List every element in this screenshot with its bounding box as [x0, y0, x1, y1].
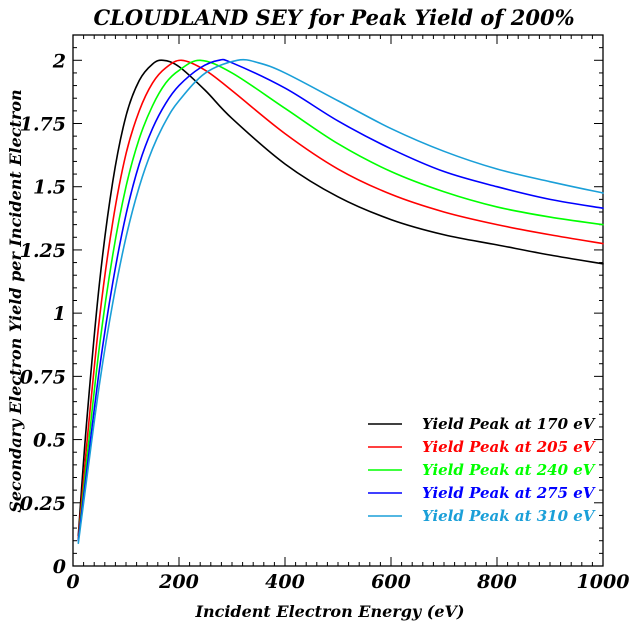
series-line-205ev	[77, 59, 604, 539]
x-tick-label: 400	[265, 571, 305, 593]
y-tick-label: 0.75	[20, 366, 66, 388]
legend: Yield Peak at 170 eV Yield Peak at 205 eV…	[368, 415, 596, 525]
axis-ticks	[72, 34, 604, 567]
legend-entry-label: Yield Peak at 275 eV	[422, 484, 596, 502]
legend-entry-label: Yield Peak at 310 eV	[422, 507, 596, 525]
x-tick-label: 1000	[577, 571, 630, 593]
y-tick-label: 2	[52, 50, 66, 72]
chart-title: CLOUDLAND SEY for Peak Yield of 200%	[93, 5, 574, 30]
x-tick-label: 0	[66, 571, 79, 593]
series-line-170ev	[77, 59, 604, 537]
y-tick-label: 1.25	[20, 240, 66, 262]
y-tick-label: 1.75	[20, 114, 66, 136]
x-tick-label: 200	[158, 571, 199, 593]
x-axis-label: Incident Electron Energy (eV)	[194, 602, 464, 621]
y-axis-label: Secondary Electron Yield per Incident El…	[6, 89, 25, 512]
y-tick-label: 1.5	[33, 177, 66, 199]
y-tick-label: 1	[53, 303, 66, 325]
x-tick-label: 600	[371, 571, 411, 593]
legend-entry-label: Yield Peak at 170 eV	[422, 415, 596, 433]
y-tick-label: 0.5	[33, 430, 66, 452]
series-line-275ev	[77, 58, 604, 542]
series-line-310ev	[77, 58, 604, 545]
y-tick-label: 0.25	[20, 493, 66, 515]
legend-entry-label: Yield Peak at 205 eV	[422, 438, 596, 456]
series-lines	[77, 58, 604, 545]
legend-entry-label: Yield Peak at 240 eV	[422, 461, 596, 479]
tick-labels: 0 200 400 600 800 1000 0 0.25 0.5 0.75 1 1.25 1.5 1.7…	[20, 50, 630, 593]
x-tick-label: 800	[476, 571, 517, 593]
series-line-240ev	[77, 59, 604, 542]
y-tick-label: 0	[53, 556, 66, 578]
